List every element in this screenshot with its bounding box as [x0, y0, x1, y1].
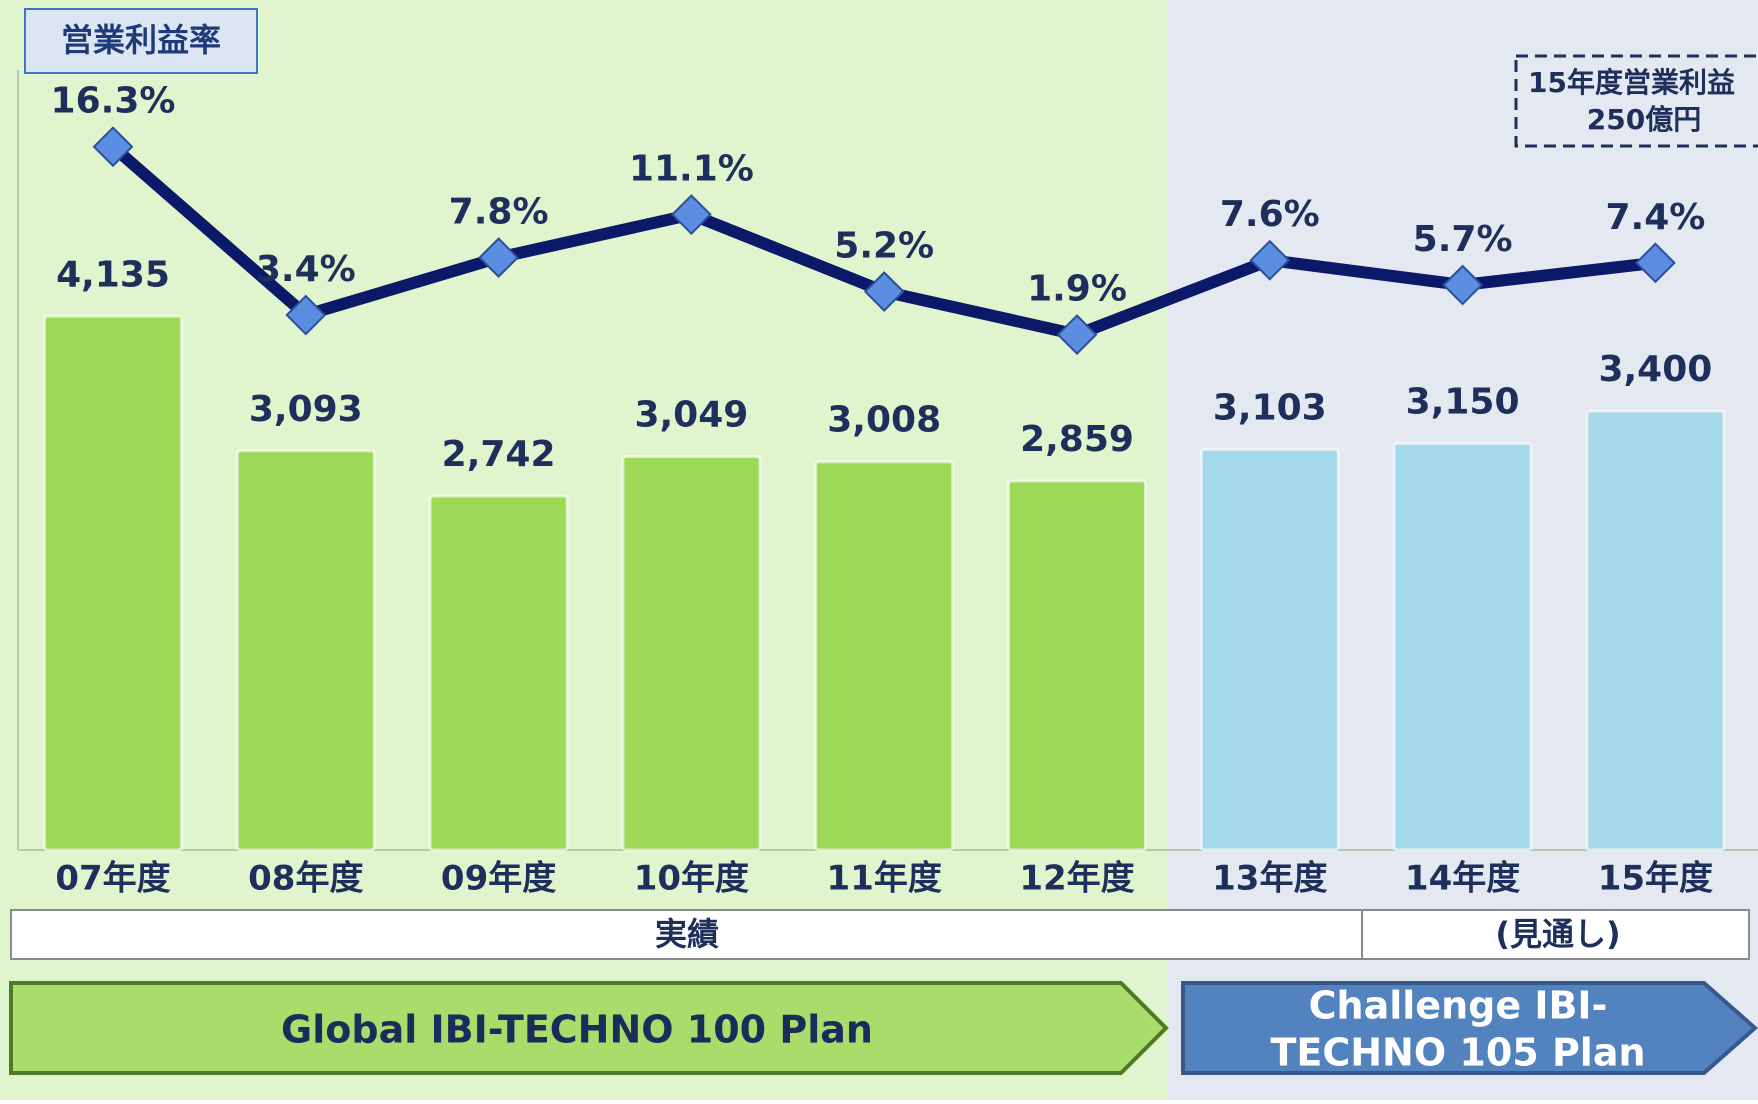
plan-label: Global IBI-TECHNO 100 Plan — [281, 1008, 873, 1052]
bar-value-label: 3,049 — [634, 394, 748, 435]
line-value-label: 7.4% — [1605, 197, 1705, 238]
x-tick-label: 14年度 — [1405, 859, 1520, 899]
bar — [1007, 479, 1147, 852]
bar — [1392, 441, 1533, 852]
line-marker — [1634, 242, 1676, 284]
line-marker — [478, 237, 520, 279]
bar — [1199, 447, 1340, 852]
line-marker — [1249, 239, 1291, 281]
line-value-label: 5.2% — [834, 226, 934, 267]
period-box — [1361, 909, 1750, 960]
bar-value-label: 3,093 — [249, 389, 363, 430]
line-marker — [1442, 264, 1484, 306]
bar — [1585, 409, 1726, 852]
plan-label: TECHNO 105 Plan — [1270, 1031, 1645, 1075]
bar-value-label: 2,859 — [1020, 419, 1134, 460]
line-marker — [285, 294, 327, 336]
x-tick-label: 15年度 — [1598, 859, 1713, 899]
period-label: (見通し) — [1495, 915, 1620, 953]
bar — [814, 460, 955, 852]
line-value-label: 11.1% — [629, 149, 754, 190]
bar-value-label: 2,742 — [442, 434, 556, 475]
line-marker — [863, 271, 905, 312]
plan-label: Challenge IBI- — [1309, 984, 1608, 1028]
line-marker — [92, 126, 134, 168]
annotation: 250億円 — [1587, 103, 1701, 136]
bar-value-label: 3,008 — [827, 400, 941, 441]
plan-arrow — [1181, 981, 1758, 1075]
x-tick-label: 13年度 — [1212, 859, 1327, 899]
annotation: 15年度営業利益 — [1528, 66, 1735, 99]
x-tick-label: 11年度 — [827, 859, 942, 899]
line-value-label: 7.8% — [449, 192, 549, 233]
bar-value-label: 3,103 — [1213, 387, 1327, 428]
bar — [235, 449, 376, 852]
line-value-label: 5.7% — [1413, 219, 1513, 260]
line-value-label: 7.6% — [1220, 194, 1320, 235]
line-marker — [670, 194, 712, 235]
x-tick-label: 12年度 — [1019, 859, 1134, 899]
x-tick-label: 08年度 — [248, 859, 363, 899]
line-value-label: 3.4% — [256, 249, 356, 290]
bar — [621, 454, 762, 852]
x-tick-label: 09年度 — [441, 859, 556, 899]
line-marker — [1056, 314, 1098, 356]
line-value-label: 1.9% — [1027, 269, 1127, 310]
annotation-box — [1514, 54, 1758, 148]
legend-box — [24, 8, 258, 74]
x-tick-label: 10年度 — [634, 859, 749, 899]
plan-arrow — [9, 981, 1169, 1075]
period-label: 実績 — [655, 915, 719, 953]
bar-value-label: 3,400 — [1598, 349, 1712, 390]
bar-value-label: 4,135 — [56, 254, 170, 295]
bar-value-label: 3,150 — [1406, 381, 1520, 422]
line-value-label: 16.3% — [51, 81, 176, 122]
bar — [428, 494, 569, 852]
x-tick-label: 07年度 — [55, 859, 170, 899]
legend-label: 営業利益率 — [61, 21, 221, 59]
bar — [43, 314, 183, 852]
